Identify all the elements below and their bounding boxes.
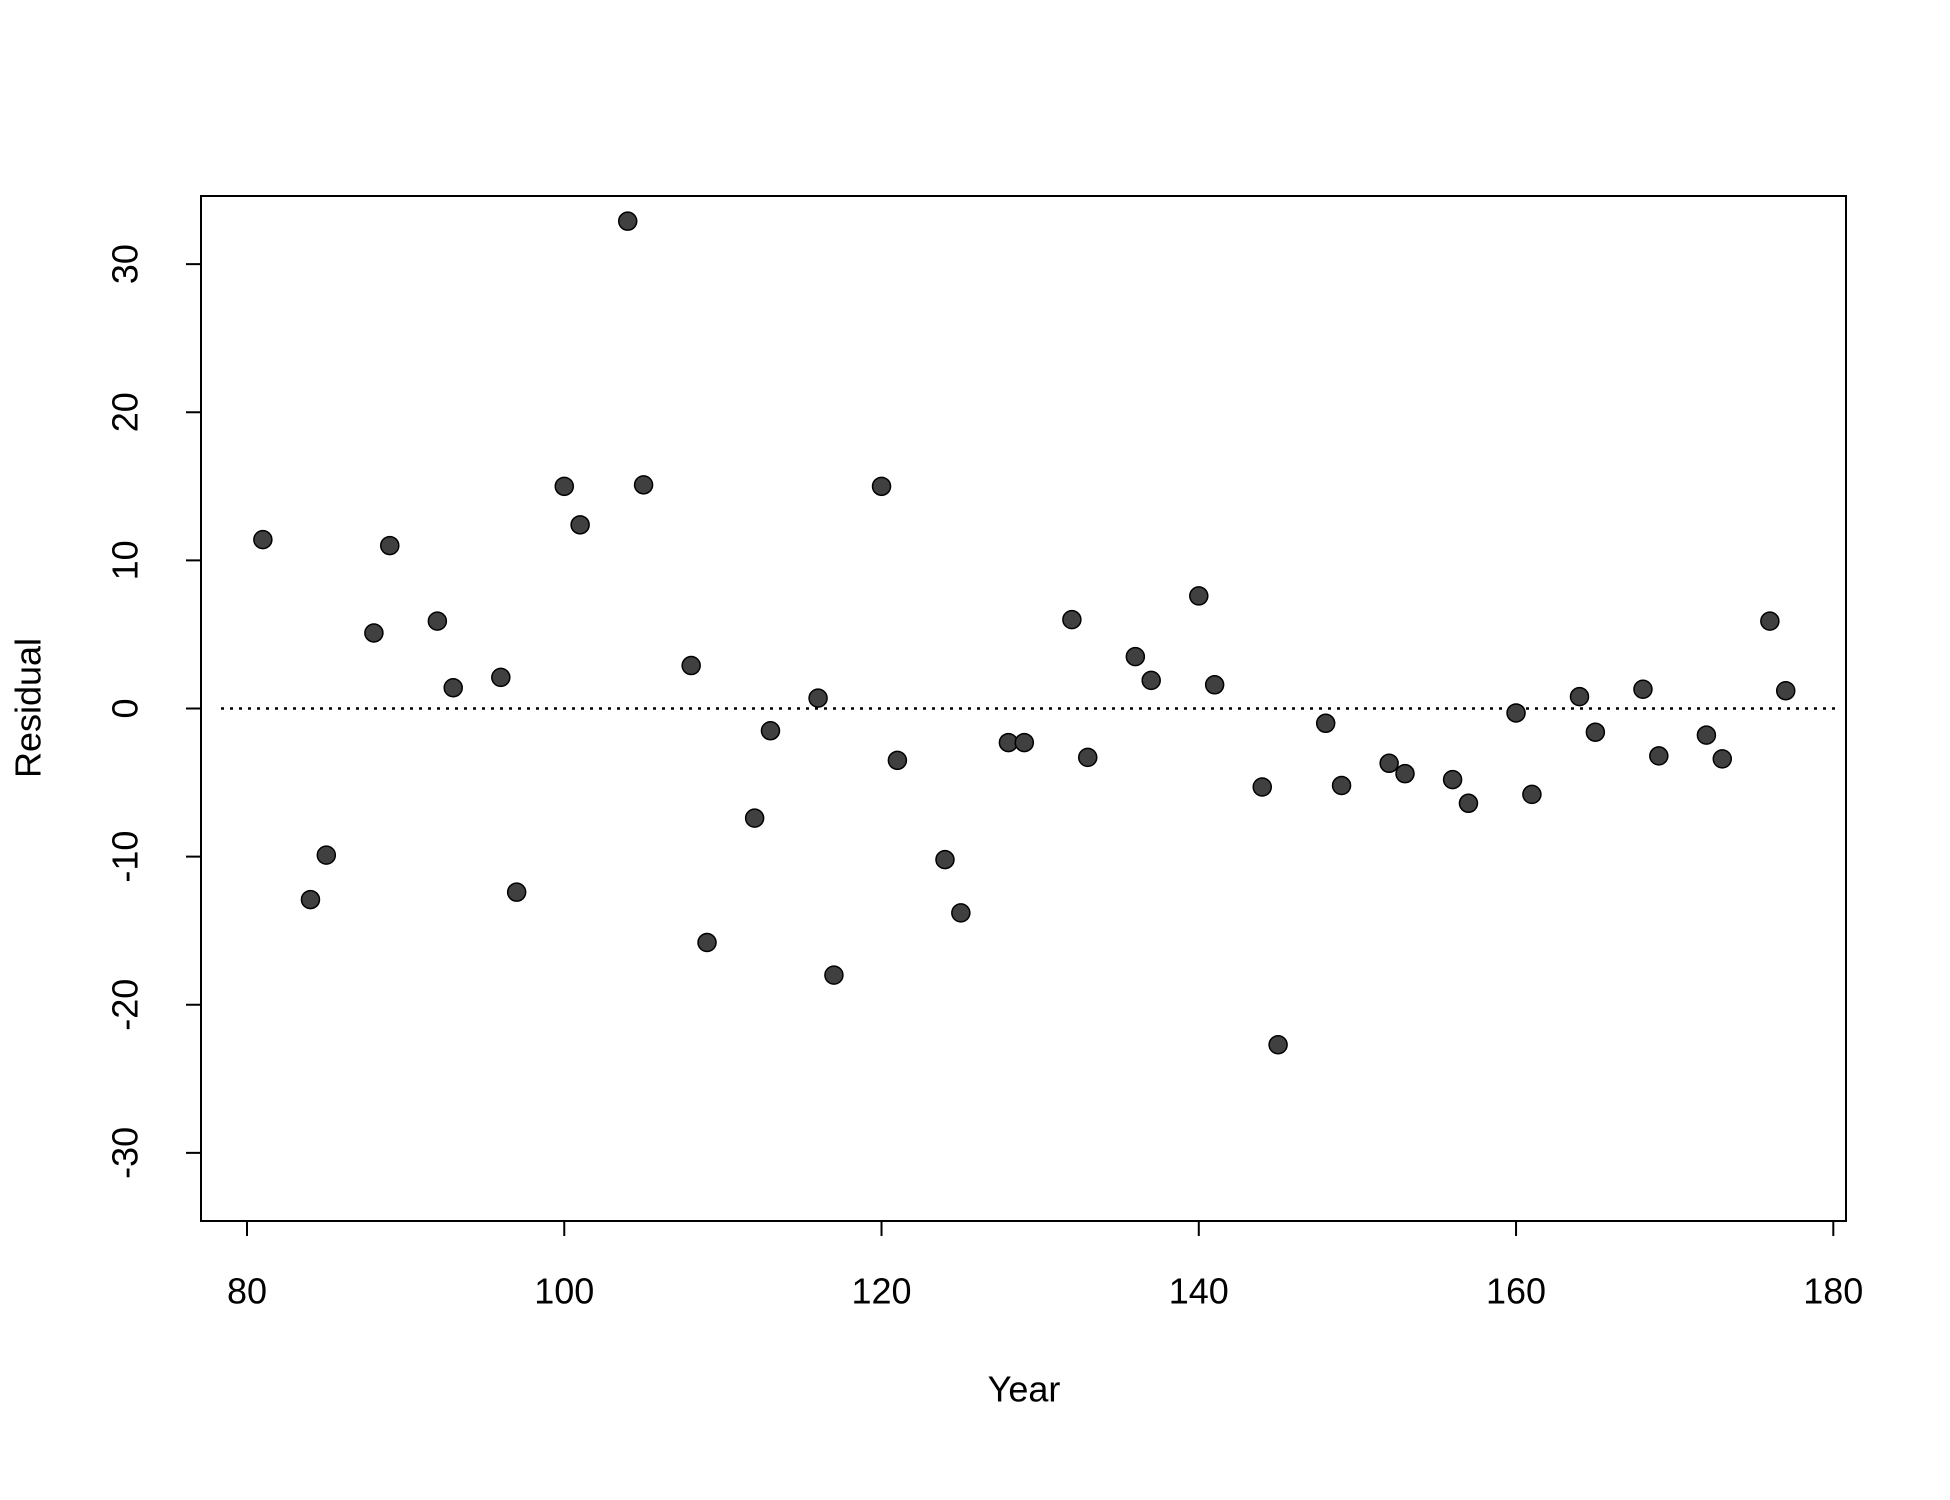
point: [570, 515, 590, 535]
point: [253, 529, 273, 550]
point: [300, 889, 321, 910]
point: [1712, 749, 1733, 769]
y-tick-label: 0: [105, 698, 146, 718]
point: [744, 808, 765, 828]
x-tick-label: 140: [1169, 1271, 1229, 1312]
x-tick-label: 80: [227, 1271, 267, 1312]
point: [935, 849, 955, 870]
point: [1775, 680, 1796, 701]
point: [1189, 586, 1209, 606]
point: [1268, 1034, 1288, 1055]
point: [1331, 775, 1352, 796]
point: [1522, 784, 1542, 805]
point: [1141, 670, 1161, 691]
point: [1315, 713, 1336, 734]
point: [1649, 746, 1669, 766]
point: [1252, 777, 1272, 797]
x-tick-label: 120: [851, 1271, 911, 1312]
point: [824, 965, 844, 985]
point: [1696, 725, 1717, 745]
point: [380, 535, 400, 556]
point: [697, 932, 717, 953]
point: [1379, 753, 1399, 774]
point: [1442, 769, 1463, 790]
point: [1204, 675, 1225, 695]
point: [1506, 703, 1526, 723]
point: [1569, 686, 1590, 707]
point: [1125, 646, 1146, 667]
point: [808, 688, 828, 708]
x-axis-label: Year: [988, 1369, 1061, 1410]
point: [364, 623, 384, 643]
point: [887, 750, 908, 771]
x-tick-label: 160: [1486, 1271, 1546, 1312]
point: [681, 655, 701, 676]
point: [491, 667, 511, 688]
point: [633, 475, 654, 495]
y-tick-label: 30: [105, 244, 146, 284]
point: [443, 678, 463, 698]
point: [1633, 679, 1653, 699]
point: [1077, 747, 1098, 768]
point: [760, 720, 781, 741]
point: [1458, 793, 1479, 814]
y-tick-label: 20: [105, 392, 146, 432]
point: [951, 903, 971, 923]
point: [427, 611, 448, 631]
point: [871, 476, 892, 497]
point: [554, 476, 575, 497]
x-tick-label: 180: [1803, 1271, 1863, 1312]
point: [1395, 763, 1415, 784]
point: [1062, 609, 1082, 630]
x-tick-label: 100: [534, 1271, 594, 1312]
point: [617, 211, 638, 231]
point: [1014, 732, 1035, 753]
point: [1585, 722, 1606, 742]
y-axis-label: Residual: [8, 638, 49, 778]
point: [506, 882, 527, 902]
y-tick-label: -20: [105, 979, 146, 1031]
point: [316, 845, 337, 865]
y-tick-label: -30: [105, 1127, 146, 1179]
point: [1760, 611, 1780, 631]
y-tick-label: 10: [105, 540, 146, 580]
y-tick-label: -10: [105, 831, 146, 883]
